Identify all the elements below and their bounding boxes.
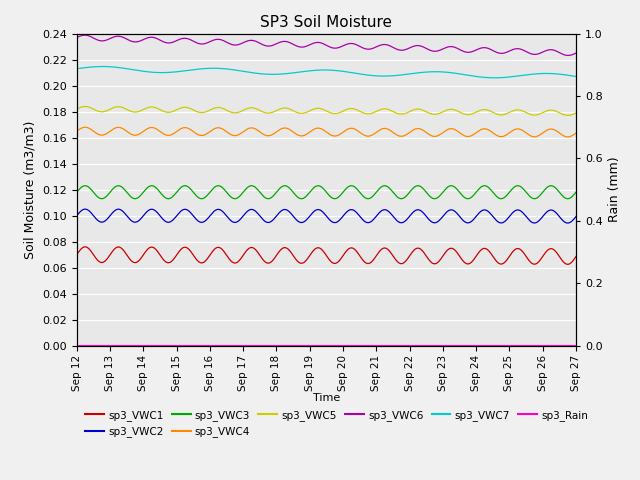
sp3_VWC6 <box>467 49 474 55</box>
sp3_VWC3 <box>467 195 474 201</box>
sp3_VWC5 <box>81 104 89 109</box>
Line: sp3_VWC1: sp3_VWC1 <box>77 247 576 264</box>
sp3_VWC4 <box>558 132 566 138</box>
sp3_VWC7 <box>99 64 107 70</box>
sp3_VWC1 <box>73 252 81 257</box>
sp3_VWC4 <box>564 134 572 140</box>
sp3_Rain <box>557 343 565 348</box>
sp3_VWC7 <box>73 66 81 72</box>
sp3_VWC4 <box>572 130 580 136</box>
sp3_VWC5 <box>303 109 310 115</box>
sp3_VWC5 <box>572 110 580 116</box>
sp3_VWC3 <box>572 189 580 195</box>
Line: sp3_VWC4: sp3_VWC4 <box>77 127 576 137</box>
sp3_VWC3 <box>303 193 310 199</box>
sp3_VWC1 <box>81 244 89 250</box>
sp3_VWC1 <box>99 260 106 265</box>
sp3_VWC3 <box>316 183 324 189</box>
Legend: sp3_VWC1, sp3_VWC2, sp3_VWC3, sp3_VWC4, sp3_VWC5, sp3_VWC6, sp3_VWC7, sp3_Rain: sp3_VWC1, sp3_VWC2, sp3_VWC3, sp3_VWC4, … <box>82 407 591 440</box>
sp3_VWC7 <box>316 67 324 73</box>
sp3_VWC3 <box>414 183 422 189</box>
Line: sp3_VWC7: sp3_VWC7 <box>77 67 576 78</box>
sp3_VWC2 <box>99 219 106 225</box>
sp3_VWC2 <box>558 216 566 222</box>
sp3_VWC7 <box>303 68 310 74</box>
sp3_VWC5 <box>316 106 324 111</box>
sp3_VWC4 <box>303 132 310 137</box>
Line: sp3_VWC3: sp3_VWC3 <box>77 186 576 199</box>
sp3_VWC5 <box>467 111 474 117</box>
sp3_VWC7 <box>558 72 566 77</box>
Line: sp3_VWC5: sp3_VWC5 <box>77 107 576 115</box>
sp3_VWC6 <box>564 53 572 59</box>
sp3_VWC2 <box>81 206 89 212</box>
sp3_VWC1 <box>558 257 566 263</box>
sp3_VWC7 <box>572 73 580 79</box>
sp3_Rain <box>303 343 310 348</box>
sp3_VWC5 <box>564 112 572 118</box>
sp3_Rain <box>466 343 474 348</box>
sp3_VWC1 <box>557 257 565 263</box>
sp3_VWC7 <box>99 64 106 70</box>
sp3_VWC6 <box>99 38 106 44</box>
sp3_Rain <box>99 343 106 348</box>
sp3_VWC3 <box>231 196 239 202</box>
sp3_VWC5 <box>99 109 106 115</box>
sp3_VWC7 <box>558 72 566 77</box>
sp3_VWC3 <box>558 192 566 198</box>
sp3_VWC3 <box>558 192 566 198</box>
sp3_VWC5 <box>557 111 565 117</box>
Text: TZ_osu: TZ_osu <box>0 479 1 480</box>
sp3_VWC6 <box>572 50 580 56</box>
sp3_VWC6 <box>558 51 566 57</box>
sp3_VWC2 <box>572 214 580 219</box>
sp3_VWC2 <box>557 216 565 222</box>
Line: sp3_VWC6: sp3_VWC6 <box>77 35 576 56</box>
sp3_VWC4 <box>81 124 89 130</box>
sp3_VWC4 <box>99 132 106 138</box>
Y-axis label: Rain (mm): Rain (mm) <box>609 157 621 222</box>
sp3_Rain <box>73 343 81 348</box>
sp3_VWC4 <box>557 132 565 137</box>
sp3_VWC2 <box>316 207 324 213</box>
sp3_VWC1 <box>467 260 474 266</box>
sp3_VWC3 <box>73 189 81 195</box>
sp3_Rain <box>316 343 323 348</box>
sp3_VWC6 <box>316 40 324 46</box>
sp3_VWC2 <box>303 217 310 223</box>
sp3_VWC6 <box>73 35 81 40</box>
sp3_VWC2 <box>467 219 474 225</box>
Line: sp3_VWC2: sp3_VWC2 <box>77 209 576 223</box>
sp3_VWC1 <box>564 262 572 267</box>
sp3_VWC2 <box>564 220 572 226</box>
sp3_VWC4 <box>467 133 474 139</box>
sp3_VWC2 <box>73 213 81 218</box>
sp3_VWC4 <box>73 128 81 134</box>
sp3_VWC5 <box>73 106 81 112</box>
sp3_VWC4 <box>316 125 324 131</box>
X-axis label: Time: Time <box>313 393 340 403</box>
sp3_VWC6 <box>557 51 565 57</box>
sp3_Rain <box>557 343 565 348</box>
sp3_VWC7 <box>491 75 499 81</box>
sp3_VWC3 <box>99 196 106 202</box>
sp3_VWC6 <box>81 32 88 38</box>
sp3_Rain <box>572 343 580 348</box>
sp3_VWC1 <box>303 257 310 263</box>
sp3_VWC1 <box>572 253 580 259</box>
sp3_VWC6 <box>303 43 310 49</box>
sp3_VWC1 <box>316 245 324 251</box>
Title: SP3 Soil Moisture: SP3 Soil Moisture <box>260 15 392 30</box>
sp3_VWC5 <box>558 111 566 117</box>
sp3_VWC7 <box>467 72 474 78</box>
Y-axis label: Soil Moisture (m3/m3): Soil Moisture (m3/m3) <box>24 120 36 259</box>
